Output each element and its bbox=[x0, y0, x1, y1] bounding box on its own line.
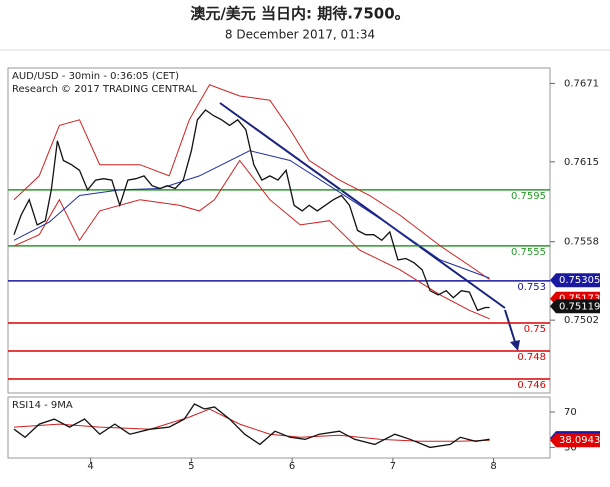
price-tag-label: 0.75305 bbox=[559, 275, 600, 286]
series-line bbox=[13, 408, 490, 442]
panel-subtitle: Research © 2017 TRADING CENTRAL bbox=[12, 84, 198, 95]
page-title: 澳元/美元 当日内: 期待.7500。 bbox=[190, 5, 409, 23]
y-tick-label: 70 bbox=[564, 407, 577, 418]
series-line bbox=[13, 403, 490, 449]
panel-title: RSI14 - 9MA bbox=[12, 400, 73, 411]
y-tick-label: 0.7502 bbox=[564, 315, 599, 326]
rsi-frame bbox=[7, 396, 551, 459]
y-tick-label: 0.7558 bbox=[564, 237, 599, 248]
series-line bbox=[13, 84, 490, 280]
trend-line bbox=[219, 102, 506, 309]
main-frame bbox=[7, 67, 551, 394]
level-label: 0.753 bbox=[517, 282, 546, 293]
x-tick-label: 8 bbox=[490, 461, 496, 472]
panel-title: AUD/USD - 30min - 0:36:05 (CET) bbox=[12, 71, 179, 82]
level-label: 0.748 bbox=[517, 352, 546, 363]
x-tick-label: 6 bbox=[289, 461, 295, 472]
page-subtitle: 8 December 2017, 01:34 bbox=[225, 28, 375, 42]
series-line bbox=[13, 159, 490, 320]
arrow-head bbox=[510, 340, 520, 351]
x-tick-label: 4 bbox=[87, 461, 93, 472]
level-label: 0.7555 bbox=[511, 247, 546, 258]
level-label: 0.75 bbox=[524, 324, 546, 335]
x-tick-label: 5 bbox=[188, 461, 194, 472]
price-tag bbox=[550, 433, 600, 448]
y-tick-label: 0.7671 bbox=[564, 78, 599, 89]
price-tag-label: 0.75173 bbox=[559, 294, 600, 305]
level-label: 0.746 bbox=[517, 380, 546, 391]
x-tick-label: 7 bbox=[390, 461, 396, 472]
price-tag bbox=[550, 273, 600, 288]
price-tag-label: 0.75119 bbox=[559, 301, 600, 312]
level-label: 0.7595 bbox=[511, 191, 546, 202]
y-tick-label: 30 bbox=[564, 442, 577, 453]
series-line bbox=[13, 109, 490, 312]
forecast-arrow bbox=[504, 309, 516, 343]
series-line bbox=[13, 150, 490, 279]
y-tick-label: 0.7615 bbox=[564, 157, 599, 168]
price-tag-label: 38.0943 bbox=[559, 435, 600, 446]
price-tag bbox=[550, 299, 600, 314]
